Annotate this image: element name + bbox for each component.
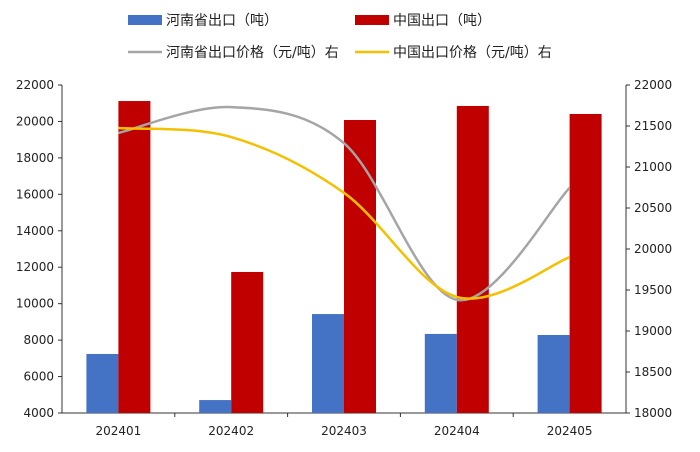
bar-china-202403: [344, 119, 376, 413]
legend-label: 中国出口（吨）: [393, 13, 491, 29]
right-tick-label: 21500: [634, 119, 672, 133]
bar-china-202402: [231, 271, 264, 413]
right-tick-label: 19000: [634, 324, 672, 338]
right-tick-label: 20500: [634, 201, 672, 215]
legend-label: 河南省出口价格（元/吨）右: [166, 45, 339, 61]
right-tick-label: 22000: [634, 78, 672, 92]
right-tick-label: 18500: [634, 365, 672, 379]
left-tick-label: 8000: [23, 333, 54, 347]
line-china-price: [118, 126, 571, 300]
left-tick-label: 18000: [16, 151, 54, 165]
line-henan-price: [118, 105, 571, 302]
bar-china-202401: [118, 101, 151, 413]
bar-china-202405: [569, 113, 602, 414]
bar-henan-202402: [199, 400, 232, 413]
x-tick-label: 202403: [321, 424, 367, 438]
x-tick-label: 202402: [208, 424, 254, 438]
left-tick-label: 6000: [23, 370, 54, 384]
bar-henan-202401: [86, 353, 119, 413]
bar-china-202404: [456, 105, 489, 413]
left-tick-label: 16000: [16, 187, 54, 201]
bar-henan-202403: [312, 314, 344, 413]
legend-swatch: [355, 15, 389, 25]
left-tick-label: 22000: [16, 78, 54, 92]
right-tick-label: 21000: [634, 160, 672, 174]
right-tick-label: 20000: [634, 242, 672, 256]
bar-henan-202404: [424, 333, 457, 413]
right-tick-label: 18000: [634, 406, 672, 420]
legend-label: 河南省出口（吨）: [166, 13, 278, 29]
x-tick-label: 202401: [95, 424, 141, 438]
x-tick-label: 202405: [547, 424, 593, 438]
legend-label: 中国出口价格（元/吨）右: [393, 45, 552, 61]
right-tick-label: 19500: [634, 283, 672, 297]
legend-swatch: [128, 15, 162, 25]
x-tick-label: 202404: [434, 424, 480, 438]
left-tick-label: 20000: [16, 114, 54, 128]
bar-henan-202405: [537, 335, 570, 413]
left-tick-label: 12000: [16, 260, 54, 274]
left-tick-label: 14000: [16, 224, 54, 238]
left-tick-label: 4000: [23, 406, 54, 420]
left-tick-label: 10000: [16, 297, 54, 311]
